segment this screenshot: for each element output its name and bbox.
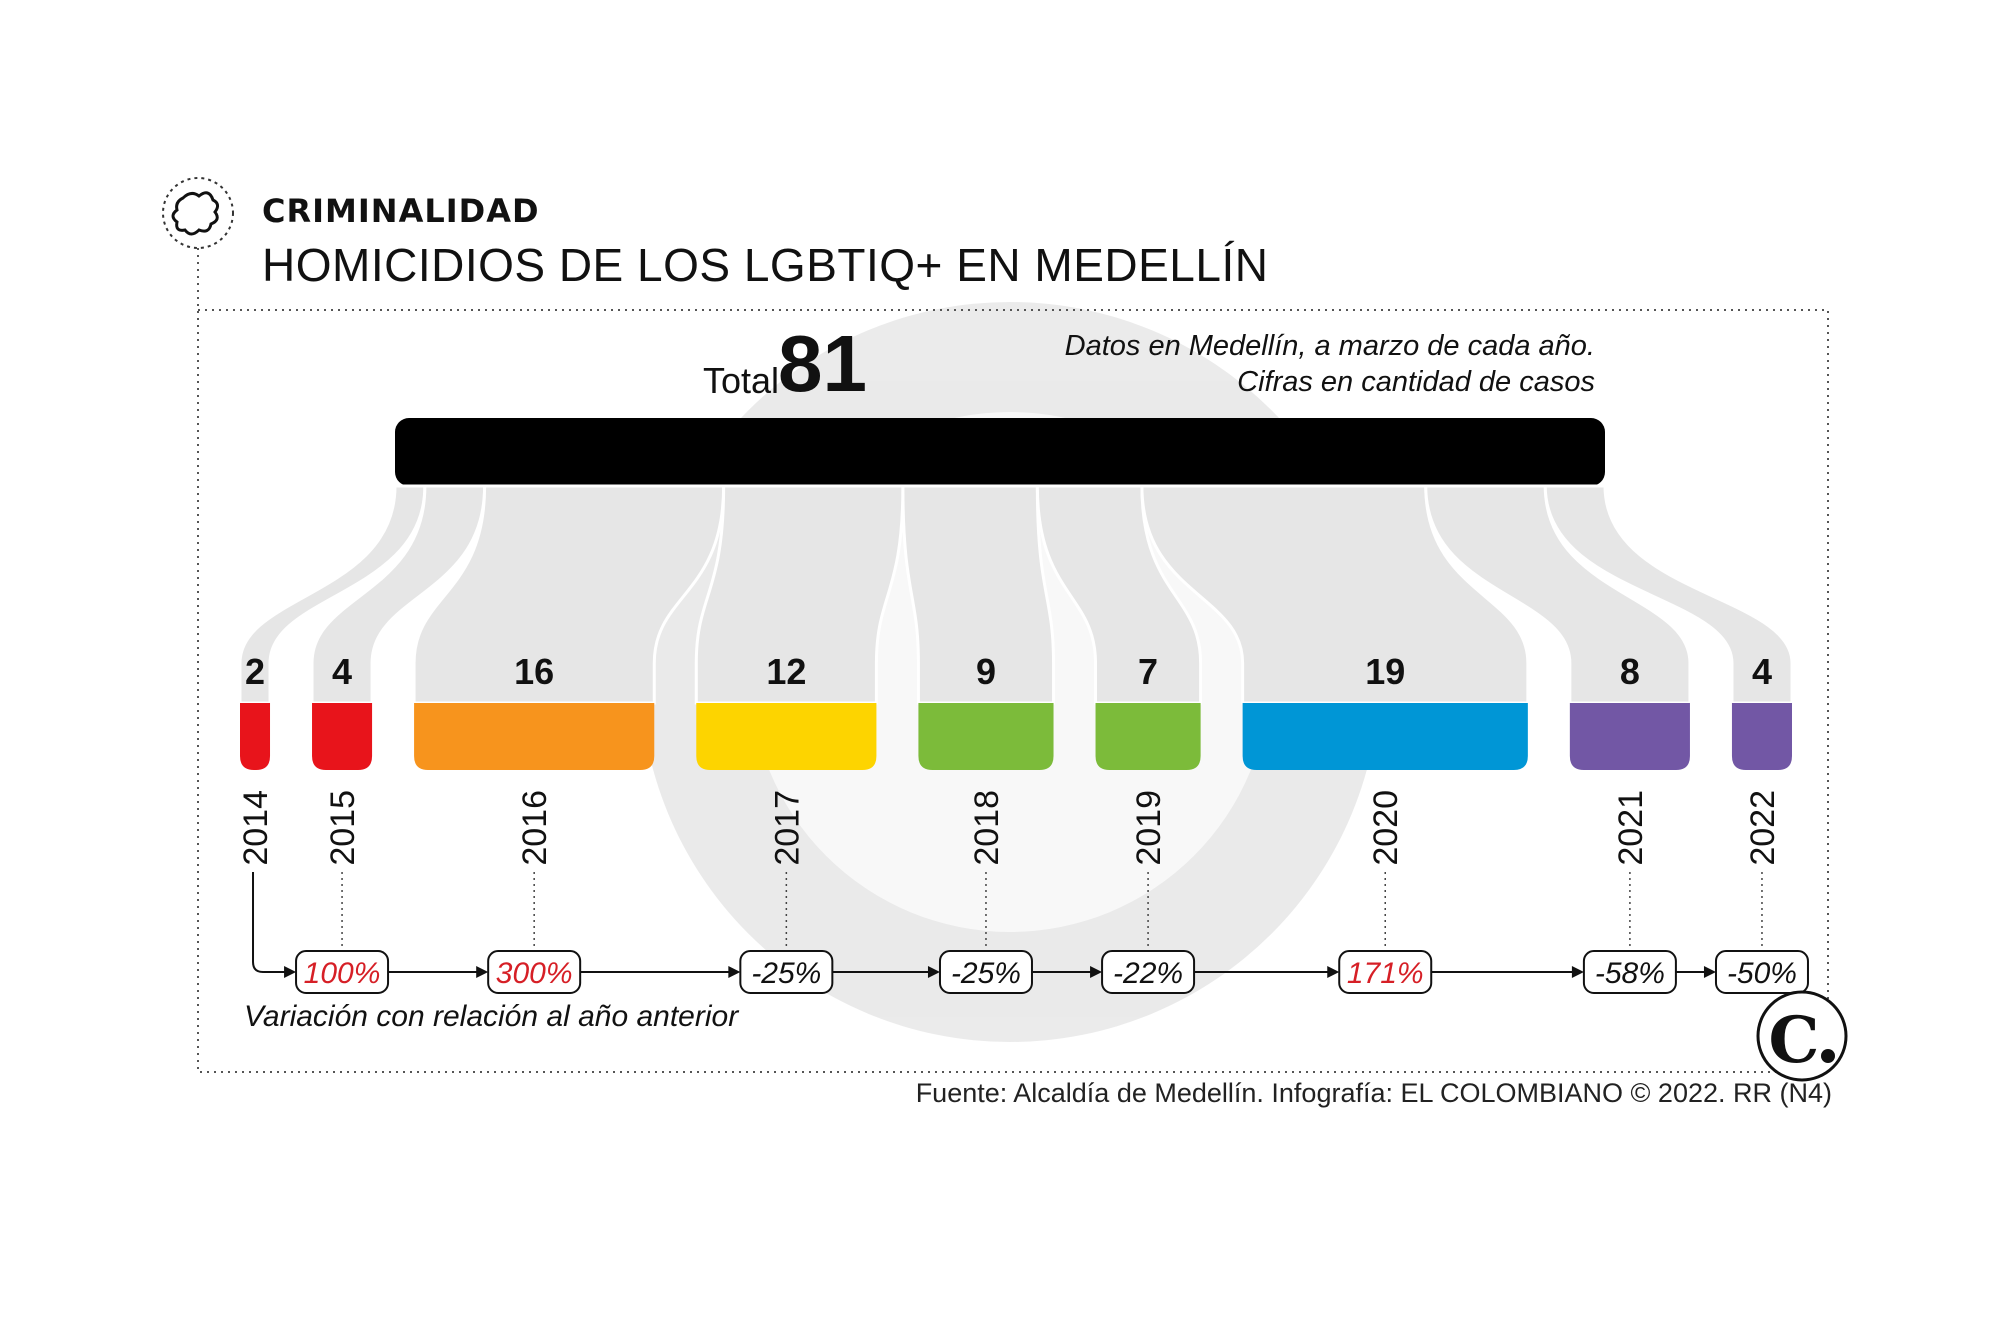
variation-value-2019: -22% [1113, 957, 1183, 990]
chart-frame [197, 309, 1829, 1073]
bar-2017 [696, 703, 877, 770]
year-label-2022: 2022 [1744, 790, 1782, 866]
year-label-2020: 2020 [1367, 790, 1405, 866]
flow-ribbon [1035, 484, 1203, 705]
variation-start-line [252, 872, 264, 973]
variation-value-2021: -58% [1595, 957, 1665, 990]
variation-value-2016: 300% [496, 957, 573, 990]
note-line-1: Datos en Medellín, a marzo de cada año. [1064, 330, 1595, 362]
total-value: 81 [778, 319, 867, 408]
variation-box-2022 [1714, 950, 1809, 994]
bar-2015 [312, 703, 373, 770]
variation-arrowhead [728, 966, 741, 978]
value-label-2022: 4 [1752, 651, 1772, 692]
value-label-2021: 8 [1620, 651, 1640, 692]
variation-value-2022: -50% [1727, 957, 1797, 990]
year-label-2014: 2014 [237, 790, 275, 866]
year-label-2019: 2019 [1130, 790, 1168, 866]
value-label-2014: 2 [245, 651, 265, 692]
year-label-2021: 2021 [1612, 790, 1650, 866]
value-label-2018: 9 [976, 651, 996, 692]
flow-ribbon [238, 484, 427, 705]
kicker: CRIMINALIDAD [262, 192, 540, 230]
value-label-2017: 12 [766, 651, 806, 692]
flow-ribbon [412, 484, 726, 705]
bar-2020 [1242, 703, 1528, 770]
value-label-2020: 19 [1365, 651, 1405, 692]
bar-2021 [1569, 703, 1690, 770]
variation-value-2018: -25% [951, 957, 1021, 990]
variation-label: Variación con relación al año anterior [244, 1000, 739, 1033]
value-label-2019: 7 [1138, 651, 1158, 692]
variation-value-2020: 171% [1347, 957, 1424, 990]
bar-2019 [1095, 703, 1201, 770]
variation-arrowhead [1703, 966, 1716, 978]
year-label-2015: 2015 [324, 790, 362, 866]
variation-value-2017: -25% [751, 957, 821, 990]
source-credit: Fuente: Alcaldía de Medellín. Infografía… [915, 1078, 1832, 1108]
variation-arrowhead [1327, 966, 1340, 978]
variation-arrowhead [476, 966, 489, 978]
variation-arrowhead [1571, 966, 1584, 978]
bar-2016 [414, 703, 655, 770]
year-label-2016: 2016 [516, 790, 554, 866]
bar-2018 [918, 703, 1054, 770]
total-bar [395, 418, 1605, 486]
year-label-2018: 2018 [968, 790, 1006, 866]
flow-ribbon [694, 484, 905, 705]
el-colombiano-logo: C [1756, 990, 1848, 1082]
value-label-2016: 16 [514, 651, 554, 692]
bar-2022 [1731, 703, 1792, 770]
variation-arrowhead [927, 966, 940, 978]
page-title: HOMICIDIOS DE LOS LGBTIQ+ EN MEDELLÍN [262, 239, 1269, 291]
bar-2014 [240, 703, 271, 770]
note-line-2: Cifras en cantidad de casos [1237, 366, 1595, 398]
svg-text:C: C [1769, 1003, 1820, 1078]
year-label-2017: 2017 [768, 790, 806, 866]
variation-arrowhead [284, 966, 297, 978]
map-region-icon [162, 177, 234, 249]
variation-arrowhead [1090, 966, 1103, 978]
value-label-2015: 4 [332, 651, 352, 692]
variation-value-2015: 100% [304, 957, 381, 990]
total-label: Total [703, 360, 780, 401]
